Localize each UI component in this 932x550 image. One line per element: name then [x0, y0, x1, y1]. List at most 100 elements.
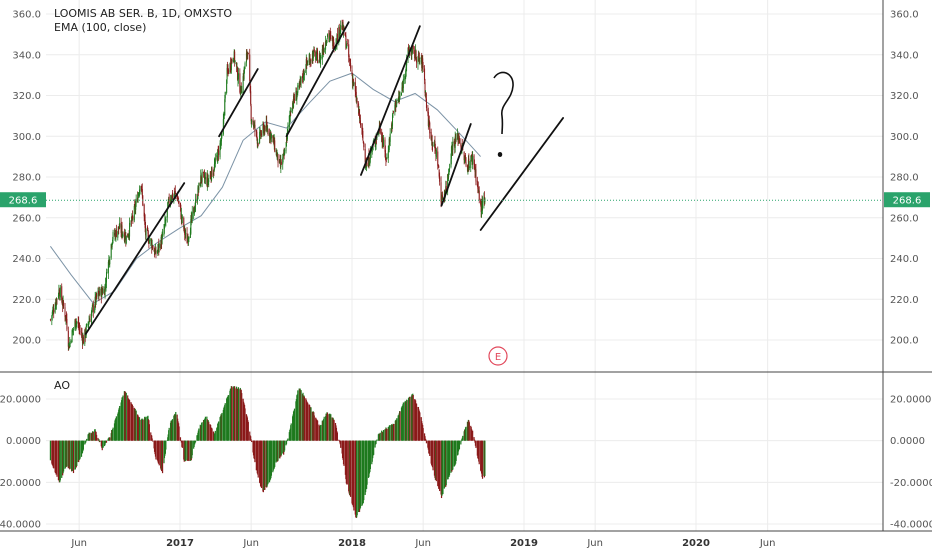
right-last-price-badge-text: 268.6 [893, 196, 922, 207]
time-axis[interactable]: Jun 2017 Jun 2018 Jun 2019 Jun 2020 Jun [70, 538, 775, 549]
ao-bar [356, 440, 358, 516]
ao-bar [76, 440, 78, 467]
candle-body [104, 284, 106, 297]
trendline-drawing[interactable] [479, 117, 565, 231]
ao-bar [448, 440, 451, 476]
candle-body [129, 222, 131, 237]
candle-body [82, 336, 84, 344]
ao-axis[interactable]: 20.0000 20.0000 0.0000 0.0000 -20.0000 -20.00… [0, 395, 932, 531]
trendline-drawing[interactable] [218, 68, 259, 138]
candle-body [164, 219, 166, 226]
ao-bar [264, 440, 266, 490]
candle-body [59, 287, 61, 298]
candle-body [79, 330, 81, 332]
trendline-drawing[interactable] [360, 25, 421, 176]
candle-body [75, 321, 77, 324]
ao-bar [95, 434, 98, 441]
ao-bar [455, 440, 457, 461]
candle-body [163, 224, 165, 230]
ao-bar [234, 388, 236, 441]
candle-body [326, 38, 328, 43]
candle-body [250, 106, 252, 122]
ema-indicator-label[interactable]: EMA (100, close) [54, 21, 146, 34]
candle-body [213, 170, 215, 172]
trendline-drawing[interactable] [285, 21, 350, 138]
ao-bar [310, 407, 312, 441]
candle-body [308, 58, 310, 63]
candle-body [196, 198, 198, 202]
candle-body [467, 170, 469, 172]
ao-bar [185, 440, 187, 461]
earnings-marker[interactable]: E [488, 346, 508, 366]
candle-body [392, 113, 394, 114]
candle-body [197, 187, 199, 199]
candle-body [383, 139, 385, 146]
candle-body [355, 91, 357, 102]
candle-body [339, 33, 341, 37]
candle-body [276, 150, 278, 157]
ao-bar [204, 416, 207, 441]
candle-body [177, 197, 179, 202]
candle-body [382, 137, 384, 144]
candle-body [92, 304, 94, 312]
time-tick-label: Jun [759, 538, 776, 549]
question-mark-stroke [493, 71, 514, 135]
candle-body [242, 76, 244, 93]
candle-body [417, 56, 419, 64]
candle-body [292, 102, 294, 111]
ao-bar [135, 410, 137, 441]
candle-body [204, 176, 206, 180]
candle-body [452, 142, 454, 151]
candle-body [200, 175, 202, 187]
candle-body [244, 68, 246, 70]
ao-bar [409, 396, 411, 441]
candle-body [194, 207, 196, 211]
candle-body [277, 154, 279, 163]
trendline-drawing[interactable] [84, 182, 186, 335]
candle-body [148, 239, 150, 244]
candle-body [290, 111, 292, 113]
candle-body [432, 144, 434, 147]
candle-body [339, 29, 341, 35]
candle-body [434, 146, 436, 149]
ao-bar [439, 440, 441, 492]
ao-bar [244, 408, 246, 441]
trendline-drawing[interactable] [440, 123, 472, 207]
candle-body [402, 78, 404, 89]
ao-bar [313, 415, 315, 441]
price-axis[interactable]: 360.0 360.0 340.0 340.0 320.0 320.0 300.0 300.0… [12, 10, 918, 347]
left-price-tick-label: 320.0 [12, 91, 41, 102]
candle-body [425, 92, 427, 100]
candle-body [448, 169, 450, 175]
ao-bar [198, 428, 200, 441]
candle-body [305, 69, 307, 73]
candle-body [440, 182, 442, 203]
chart-title[interactable]: LOOMIS AB SER. B, 1D, OMXSTO [54, 7, 232, 20]
ao-bar [247, 422, 249, 441]
candle-body [310, 59, 312, 62]
candle-body [65, 315, 67, 321]
right-price-tick-label: 280.0 [890, 173, 919, 184]
candle-body [306, 57, 308, 64]
ao-bar [460, 440, 462, 445]
ao-bar [415, 403, 418, 441]
candle-body [211, 168, 213, 177]
left-price-tick-label: 340.0 [12, 50, 41, 61]
candle-body [416, 59, 418, 63]
candle-body [86, 323, 88, 326]
candle-body [204, 174, 206, 179]
left-price-tick-label: 260.0 [12, 213, 41, 224]
candle-body [101, 287, 103, 297]
right-price-tick-label: 300.0 [890, 132, 919, 143]
candle-body [408, 46, 410, 51]
candle-body [425, 98, 427, 108]
ao-bar [425, 439, 427, 441]
candle-body [289, 112, 291, 117]
ao-bar [392, 423, 395, 441]
ao-bar [297, 390, 299, 441]
earnings-circle[interactable] [488, 346, 508, 366]
candle-body [198, 182, 200, 190]
ao-bar [389, 425, 391, 441]
ao-indicator-label[interactable]: AO [54, 379, 70, 392]
